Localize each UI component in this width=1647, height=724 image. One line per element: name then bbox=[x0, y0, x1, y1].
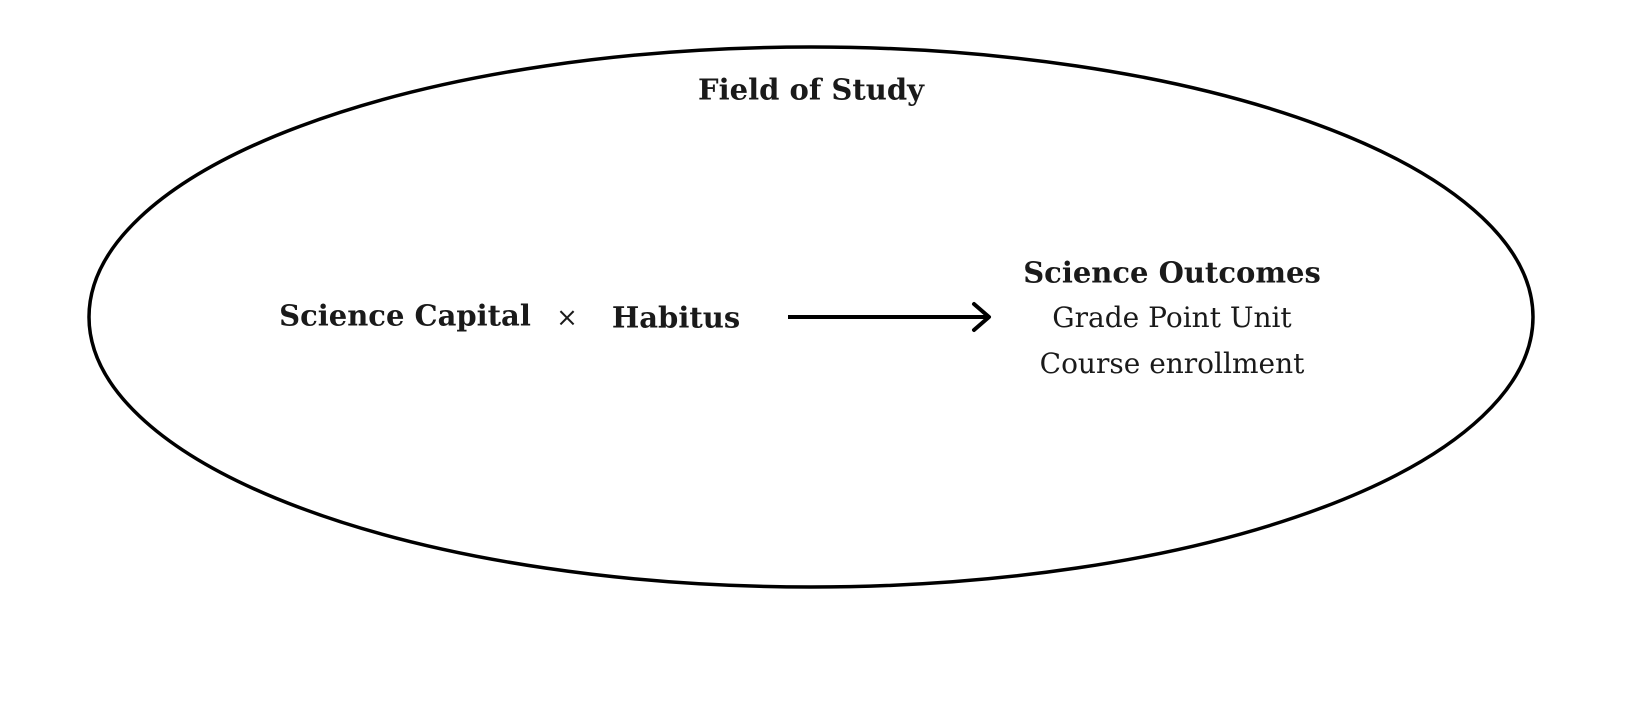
science-outcomes-title: Science Outcomes bbox=[1023, 255, 1321, 290]
field-title: Field of Study bbox=[698, 72, 924, 107]
outcome-item-course-enrollment: Course enrollment bbox=[1039, 347, 1305, 380]
outcome-item-grade-point-unit: Grade Point Unit bbox=[1052, 301, 1292, 334]
science-capital-label: Science Capital bbox=[279, 298, 531, 333]
multiply-operator: × bbox=[556, 303, 578, 333]
arrow-head bbox=[972, 302, 991, 332]
field-ellipse bbox=[87, 45, 1535, 589]
habitus-label: Habitus bbox=[611, 300, 741, 335]
